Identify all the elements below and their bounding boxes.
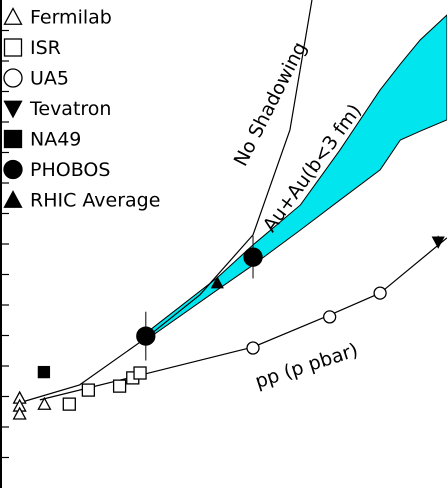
data-point	[81, 383, 96, 397]
legend-label: PHOBOS	[30, 159, 110, 181]
curve	[21, 0, 313, 403]
legend-label: Fermilab	[30, 7, 112, 29]
legend-marker	[3, 7, 23, 25]
data-point	[210, 276, 224, 289]
legend-marker	[3, 38, 23, 57]
legend-marker	[3, 129, 23, 149]
legend-marker	[3, 190, 23, 208]
data-point	[37, 396, 52, 410]
legend-label: UA5	[30, 68, 69, 90]
data-point	[246, 341, 260, 355]
data-point	[12, 406, 27, 420]
legend-label: RHIC Average	[30, 190, 160, 212]
curve-label: pp (p pbar)	[252, 339, 360, 393]
data-point	[323, 310, 337, 324]
legend-marker	[3, 100, 23, 119]
legend-label: NA49	[30, 129, 81, 151]
data-point	[373, 286, 387, 300]
data-point	[243, 247, 263, 267]
legend-marker	[3, 68, 23, 88]
data-point	[133, 366, 147, 380]
data-point	[37, 365, 51, 379]
legend-label: Tevatron	[29, 98, 111, 120]
data-point	[112, 379, 127, 393]
data-point	[431, 236, 445, 249]
curve-label: No Shadowing	[230, 38, 311, 169]
legend-marker	[3, 159, 23, 180]
curve	[39, 237, 447, 401]
legend-label: ISR	[30, 37, 61, 59]
data-point	[136, 326, 156, 346]
data-point	[62, 397, 76, 411]
